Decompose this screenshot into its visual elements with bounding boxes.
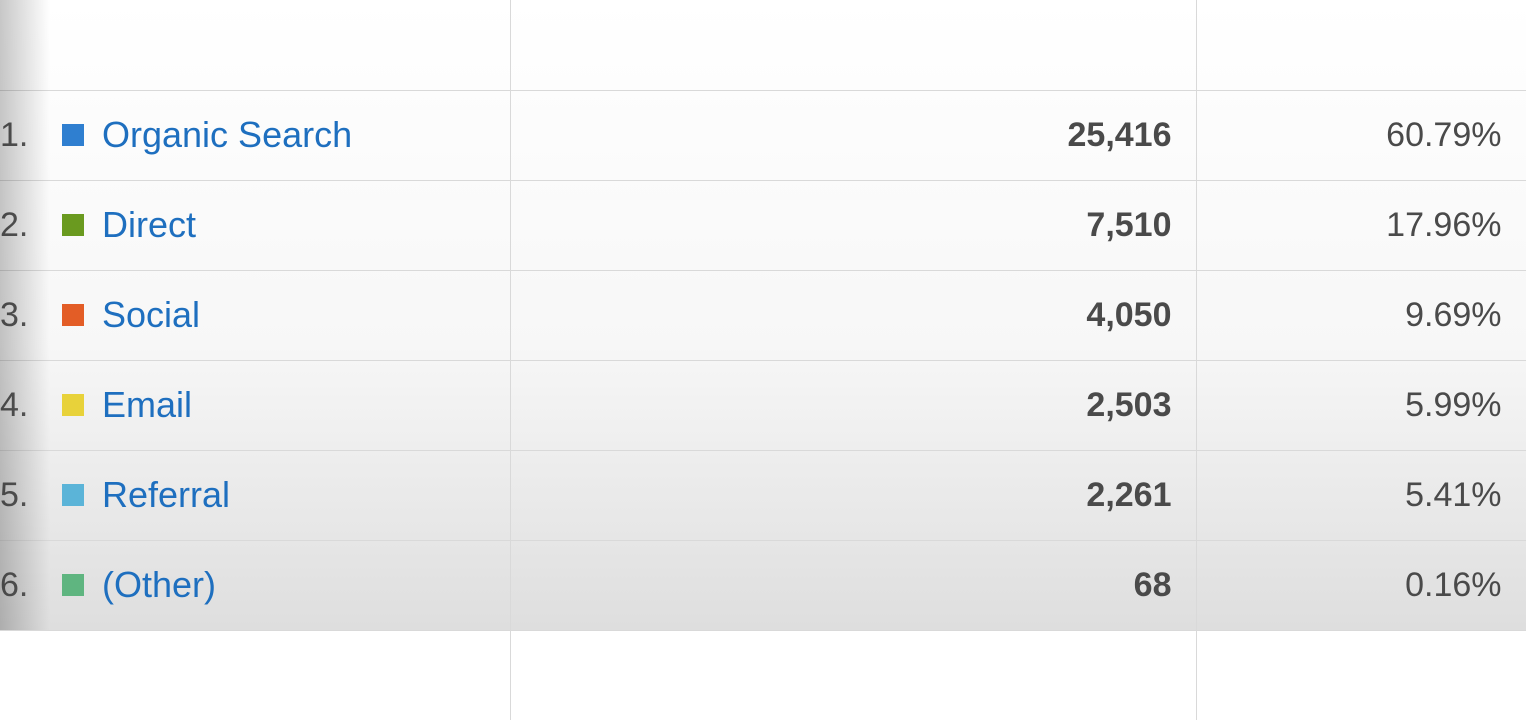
table-row: 3. Social 4,0509.69% [0, 270, 1526, 360]
sessions-value: 2,503 [510, 360, 1196, 450]
legend-swatch-icon [62, 574, 84, 596]
row-rank: 1. [0, 116, 44, 155]
sessions-value: 7,510 [510, 180, 1196, 270]
sessions-percent: 60.79% [1196, 90, 1526, 180]
table-row: 1. Organic Search 25,41660.79% [0, 90, 1526, 180]
row-rank: 4. [0, 386, 44, 425]
table-row: 4. Email 2,5035.99% [0, 360, 1526, 450]
sessions-percent: 0.16% [1196, 540, 1526, 630]
sessions-percent: 9.69% [1196, 270, 1526, 360]
sessions-percent: 5.41% [1196, 450, 1526, 540]
table-row: 5. Referral 2,2615.41% [0, 450, 1526, 540]
sessions-value: 4,050 [510, 270, 1196, 360]
legend-swatch-icon [62, 214, 84, 236]
channel-table: 1. Organic Search 25,41660.79% 2. Direct 7,51… [0, 0, 1526, 720]
channel-cell: 4. Email [0, 360, 510, 450]
channel-link[interactable]: Direct [102, 204, 196, 246]
channel-link[interactable]: Referral [102, 474, 230, 516]
sessions-value: 2,261 [510, 450, 1196, 540]
channel-cell: 3. Social [0, 270, 510, 360]
row-rank: 6. [0, 566, 44, 605]
row-rank: 5. [0, 476, 44, 515]
channel-link[interactable]: Organic Search [102, 114, 352, 156]
header-spacer-row [0, 0, 1526, 90]
row-rank: 3. [0, 296, 44, 335]
legend-swatch-icon [62, 394, 84, 416]
row-rank: 2. [0, 206, 44, 245]
channel-cell: 1. Organic Search [0, 90, 510, 180]
legend-swatch-icon [62, 484, 84, 506]
sessions-percent: 5.99% [1196, 360, 1526, 450]
table-row: 2. Direct 7,51017.96% [0, 180, 1526, 270]
channel-link[interactable]: Email [102, 384, 192, 426]
channel-cell: 2. Direct [0, 180, 510, 270]
channel-cell: 6. (Other) [0, 540, 510, 630]
sessions-percent: 17.96% [1196, 180, 1526, 270]
channel-cell: 5. Referral [0, 450, 510, 540]
legend-swatch-icon [62, 124, 84, 146]
table-row: 6. (Other) 680.16% [0, 540, 1526, 630]
legend-swatch-icon [62, 304, 84, 326]
channel-link[interactable]: Social [102, 294, 200, 336]
channel-link[interactable]: (Other) [102, 564, 216, 606]
footer-spacer-row [0, 630, 1526, 720]
sessions-value: 68 [510, 540, 1196, 630]
sessions-value: 25,416 [510, 90, 1196, 180]
analytics-channel-table: 1. Organic Search 25,41660.79% 2. Direct 7,51… [0, 0, 1526, 630]
